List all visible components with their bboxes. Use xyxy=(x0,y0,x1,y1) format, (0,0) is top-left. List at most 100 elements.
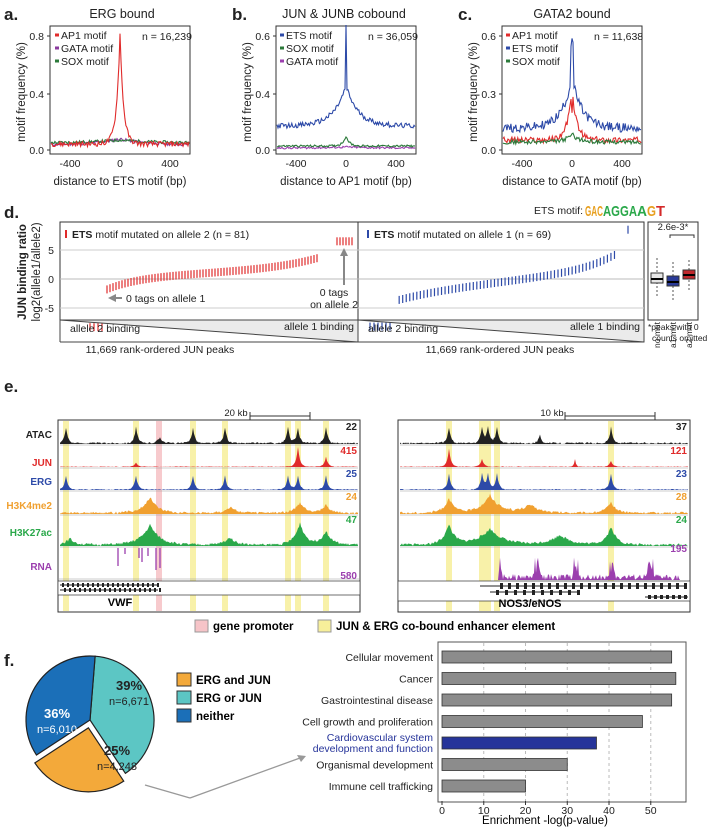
panel-a-ylabel: motif frequency (%) xyxy=(16,42,28,142)
track-max-right-rna: 195 xyxy=(670,544,687,555)
nos3-exon xyxy=(550,590,553,595)
vwf-exon xyxy=(92,583,94,587)
curve-c-ets xyxy=(502,38,642,134)
panel-b-legend-2: GATA motif xyxy=(286,56,338,68)
panel-b-curves xyxy=(276,24,416,150)
panel-a-legend: AP1 motif GATA motif SOX motif xyxy=(55,30,113,68)
logo-g: G xyxy=(647,203,656,220)
vwf-exon xyxy=(144,588,146,592)
panel-a-xtick-0: -400 xyxy=(59,158,80,170)
nos3-exon xyxy=(541,590,544,595)
pie-slice-0 xyxy=(34,727,125,793)
scalebar-left-label: 20 kb xyxy=(224,408,247,419)
panel-a-curves xyxy=(50,33,190,149)
triangle-left xyxy=(59,319,359,343)
enhancer-right-3 xyxy=(494,421,500,611)
nos3-exon xyxy=(666,595,669,599)
pie-legend-2: neither xyxy=(196,711,235,723)
panel-b-title: JUN & JUNB cobound xyxy=(282,7,406,21)
panel-a-yticks: 0.8 0.4 0.0 xyxy=(29,31,50,157)
curve-c-sox xyxy=(502,132,642,147)
panel-b-xtick-0: -400 xyxy=(285,158,306,170)
panel-d-rank-left: 11,669 rank-ordered JUN peaks xyxy=(86,344,235,356)
nos3-exon xyxy=(612,583,615,589)
panel-d-ytick-2: -5 xyxy=(45,303,54,315)
panel-c-xtick-0: -400 xyxy=(511,158,532,170)
box-label-1: a1 mut xyxy=(668,321,678,348)
vwf-exon xyxy=(94,588,96,592)
logo-t: T xyxy=(656,203,665,220)
bar-xtick-1: 10 xyxy=(478,805,490,817)
panel-a: a. ERG bound n = 16,239 AP1 motif GATA m… xyxy=(4,5,192,188)
bar-xtick-3: 30 xyxy=(561,805,573,817)
curve-b-gata xyxy=(276,145,416,150)
browser-left-frame xyxy=(57,419,361,613)
pie-legend-swatch-2 xyxy=(176,708,192,723)
vwf-exon xyxy=(122,583,124,587)
panel-e-highlights xyxy=(63,421,614,611)
gene-label-vwf: VWF xyxy=(108,597,133,609)
panel-c-legend-1: ETS motif xyxy=(512,43,558,55)
bar-xtick-4: 40 xyxy=(603,805,615,817)
nos3-exon xyxy=(540,583,543,589)
legend-enhancer: JUN & ERG co-bound enhancer element xyxy=(336,621,555,633)
panel-d-label: d. xyxy=(4,203,19,222)
bar-xtick-0: 0 xyxy=(439,805,445,817)
panel-c-xlabel: distance to GATA motif (bp) xyxy=(502,176,642,188)
track-left-h3k27ac xyxy=(60,522,358,546)
panel-d-ylabel-2: log2(allele1/allele2) xyxy=(31,222,43,321)
pie-n-2: n=6,010 xyxy=(37,724,77,736)
svg-text:ETS motif mutated on allele 1: ETS motif mutated on allele 1 (n = 69) xyxy=(374,229,551,241)
panel-e: e. 20 kb 10 kb ATAC JUN ERG H3K4me2 H3K2… xyxy=(4,377,691,633)
panel-b-ytick-2: 0.0 xyxy=(255,145,270,157)
pie-pct-0: 25% xyxy=(104,743,130,758)
pie-chart xyxy=(25,655,155,793)
pie-pct-2: 36% xyxy=(44,706,70,721)
bar-4 xyxy=(441,736,597,750)
nos3-exon xyxy=(654,595,657,599)
bar-xtick-5: 50 xyxy=(645,805,657,817)
panel-c-ytick-0: 0.6 xyxy=(481,31,496,43)
vwf-exon xyxy=(97,583,99,587)
track-label-jun: JUN xyxy=(32,458,52,469)
panel-d-allele2-right: allele 2 binding xyxy=(368,323,438,335)
nos3-exon xyxy=(508,583,511,589)
panel-d-ann-right-2: on allele 2 xyxy=(310,299,358,311)
panel-d-allele1-left: allele 1 binding xyxy=(284,321,354,333)
nos3-exon xyxy=(505,590,508,595)
panel-c-ytick-1: 0.3 xyxy=(481,89,496,101)
nos3-exon xyxy=(604,583,607,589)
panel-f: f. 39% n=6,671 36% n=6,010 25% n=4,248 E… xyxy=(4,641,687,827)
nos3-exon xyxy=(524,583,527,589)
nos3-exon xyxy=(588,583,591,589)
curve-b-sox xyxy=(276,135,415,148)
panel-b-legend: ETS motif SOX motif GATA motif xyxy=(280,30,338,68)
logo-a: A xyxy=(637,203,647,220)
track-left-h3k4me2 xyxy=(60,497,358,514)
vwf-exon xyxy=(159,588,161,592)
panel-b-ylabel: motif frequency (%) xyxy=(242,42,254,142)
panel-a-legend-1: GATA motif xyxy=(61,43,113,55)
bar-chart-xticks: 0 10 20 30 40 50 xyxy=(439,801,657,817)
track-max-right-h3k27ac: 24 xyxy=(676,515,688,526)
arrow-up-icon xyxy=(340,248,348,256)
vwf-exon xyxy=(74,588,76,592)
panel-d-footnote-1: *peaks with 0 xyxy=(648,322,699,332)
bar-1 xyxy=(441,672,677,685)
panel-d-right-ticks xyxy=(369,225,629,331)
track-right-atac xyxy=(400,426,688,444)
nos3-exon xyxy=(684,595,687,599)
panel-b-legend-0: ETS motif xyxy=(286,30,332,42)
vwf-exon xyxy=(109,588,111,592)
panel-d-binding-triangles: allele 2 binding allele 1 binding allele… xyxy=(59,319,708,356)
panel-e-tracks xyxy=(58,426,688,580)
panel-c-xtick-2: 400 xyxy=(613,158,631,170)
panel-d-left-title-rest: motif mutated on allele 2 (n = 81) xyxy=(92,229,249,241)
bar-category-0: Cellular movement xyxy=(345,652,433,664)
panel-d-allele1-right: allele 1 binding xyxy=(570,321,640,333)
bar-category-4-0: Cardiovascular system xyxy=(327,732,433,744)
track-max-right-erg: 23 xyxy=(676,469,688,480)
svg-text:ETS motif mutated on allele 2: ETS motif mutated on allele 2 (n = 81) xyxy=(72,229,249,241)
curve-a-ap1 xyxy=(50,33,190,149)
